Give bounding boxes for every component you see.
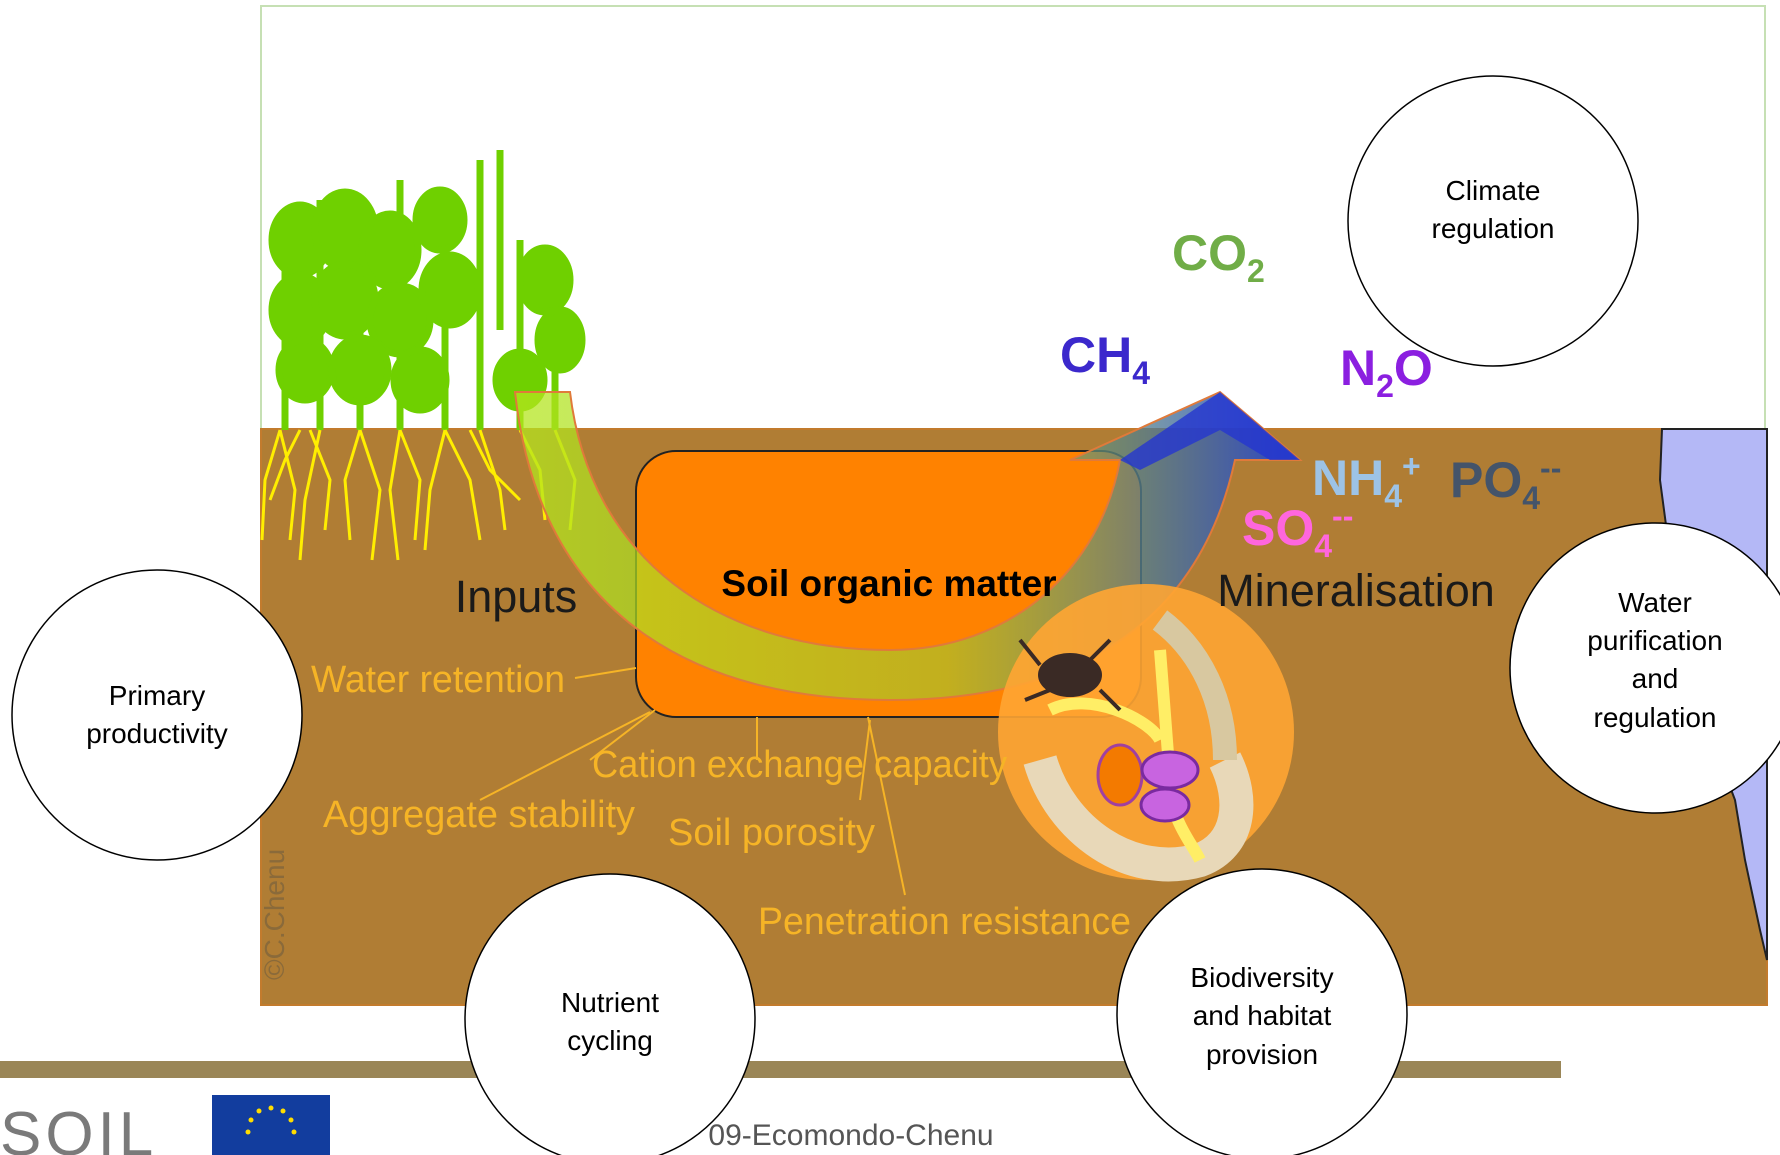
svg-text:Water: Water [1618, 587, 1692, 618]
credit: ©C.Chenu [259, 849, 290, 980]
svg-text:provision: provision [1206, 1039, 1318, 1070]
service-water: Water purification and regulation [1509, 522, 1780, 814]
soil-fauna [998, 584, 1294, 882]
service-climate: Climate regulation [1347, 75, 1639, 367]
property-label: Water retention [311, 659, 565, 701]
service-biodiversity: Biodiversity and habitat provision [1116, 868, 1408, 1155]
property-label: Penetration resistance [758, 901, 1131, 943]
inputs-label: Inputs [455, 571, 578, 622]
service-primary: Primary productivity [11, 569, 303, 861]
gas-n2o: N2O [1340, 340, 1433, 404]
property-label: Cation exchange capacity [592, 744, 1007, 786]
gas-so4: SO4-- [1242, 498, 1353, 564]
svg-text:and habitat: and habitat [1193, 1000, 1332, 1031]
svg-text:productivity: productivity [86, 718, 228, 749]
som-label: Soil organic matter [721, 563, 1056, 604]
gas-po4: PO4-- [1450, 450, 1561, 516]
svg-text:Biodiversity: Biodiversity [1190, 962, 1333, 993]
svg-text:and: and [1632, 663, 1679, 694]
eu-stars [245, 1105, 297, 1135]
eu-flag [212, 1095, 330, 1155]
svg-text:Nutrient: Nutrient [561, 987, 659, 1018]
arrow-head [1120, 392, 1300, 470]
svg-text:regulation: regulation [1432, 213, 1555, 244]
gas-co2: CO2 [1172, 225, 1265, 289]
mineralisation-label: Mineralisation [1217, 565, 1495, 616]
soil-logo: SOIL [0, 1100, 157, 1155]
service-nutrient: Nutrient cycling [464, 873, 756, 1155]
svg-text:Primary: Primary [109, 680, 205, 711]
svg-text:cycling: cycling [567, 1025, 653, 1056]
gas-ch4: CH4 [1060, 327, 1150, 391]
plants [268, 150, 586, 430]
gas-nh4: NH4+ [1312, 448, 1421, 514]
svg-text:regulation: regulation [1594, 702, 1717, 733]
property-label: Soil porosity [668, 812, 875, 854]
svg-text:Climate: Climate [1446, 175, 1541, 206]
footer-text: 09-Ecomondo-Chenu [708, 1119, 993, 1152]
property-connectors [479, 667, 906, 896]
svg-text:purification: purification [1587, 625, 1722, 656]
property-label: Aggregate stability [323, 794, 635, 836]
